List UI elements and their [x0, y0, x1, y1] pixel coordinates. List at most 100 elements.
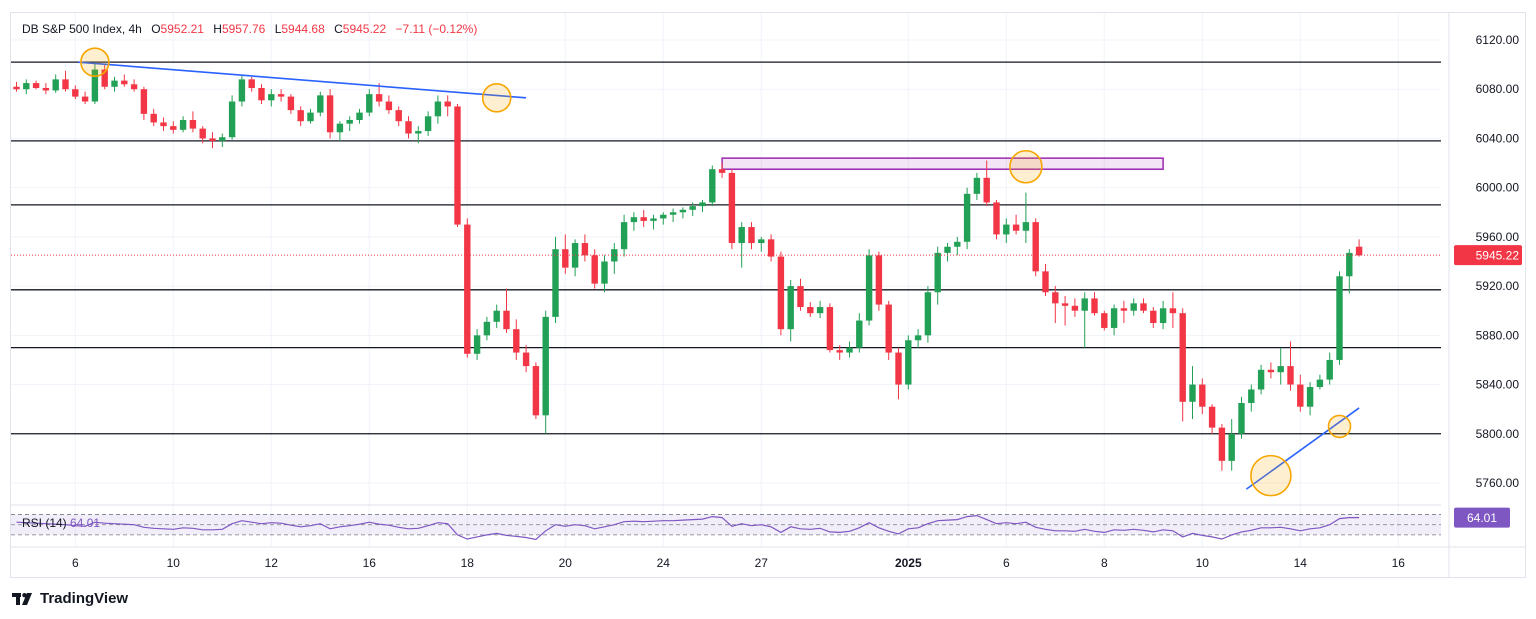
horizontal-levels: [11, 61, 1441, 435]
candle-body: [513, 329, 520, 353]
brand-name: TradingView: [40, 590, 129, 607]
candle-body: [111, 80, 118, 87]
candle-body: [993, 202, 1000, 235]
candle-body: [591, 255, 598, 284]
open-value: 5952.21: [160, 22, 204, 36]
candle-body: [1179, 313, 1186, 402]
candle-body: [954, 241, 961, 247]
low-label: L: [274, 22, 282, 36]
candle-body: [1346, 252, 1353, 277]
candle-body: [81, 96, 89, 102]
candle-body: [307, 112, 314, 122]
candle-body: [62, 79, 69, 90]
candle-body: [13, 86, 20, 90]
candle-body: [405, 121, 412, 134]
price-tick-label: 5840.00: [1476, 378, 1520, 392]
candle-body: [72, 89, 79, 97]
candle-body: [1228, 433, 1235, 461]
candle-body: [503, 310, 510, 330]
candle-body: [1120, 308, 1128, 311]
candle-body: [816, 307, 824, 314]
candle-body: [1218, 427, 1226, 461]
candle-body: [483, 321, 491, 336]
candle-body: [620, 222, 628, 250]
candle-body: [219, 137, 226, 141]
candle-body: [160, 122, 167, 127]
candle-body: [1248, 389, 1255, 404]
candle-body: [336, 123, 344, 133]
time-tick-label: 6: [1003, 556, 1010, 570]
candle-body: [356, 112, 363, 120]
candle-body: [454, 106, 461, 225]
candle-body: [699, 202, 706, 207]
candle-body: [209, 138, 216, 141]
rsi-pane: 64.01: [11, 504, 1510, 541]
candle-body: [777, 256, 785, 330]
candle-body: [1012, 224, 1020, 231]
time-tick-label: 20: [559, 556, 573, 570]
candle-body: [1169, 308, 1177, 314]
time-tick-label: 16: [1392, 556, 1406, 570]
candle-body: [1071, 305, 1079, 311]
candle-body: [601, 261, 608, 284]
candle-body: [1140, 303, 1147, 311]
candle-body: [121, 80, 128, 85]
tradingview-logo[interactable]: TradingView: [12, 590, 128, 607]
candle-body: [767, 239, 775, 257]
time-tick-label: 10: [167, 556, 181, 570]
change-value: −7.11 (−0.12%): [395, 22, 478, 36]
last-price-badge-text: 5945.22: [1476, 249, 1520, 263]
candle-body: [170, 126, 177, 130]
candle-body: [366, 94, 373, 113]
low-value: 5944.68: [281, 22, 325, 36]
candle-body: [846, 347, 853, 353]
candle-body: [1355, 246, 1363, 256]
candle-body: [248, 79, 255, 88]
price-tick-label: 5960.00: [1476, 230, 1520, 244]
candle-body: [689, 206, 696, 210]
candle-body: [277, 94, 285, 97]
symbol-title[interactable]: DB S&P 500 Index, 4h: [22, 22, 142, 36]
high-value: 5957.76: [221, 22, 266, 36]
candle-body: [228, 101, 236, 138]
trendlines: [78, 61, 1360, 490]
candle-body: [258, 87, 265, 101]
candle-body: [52, 79, 59, 91]
candle-body: [1101, 313, 1108, 328]
candle-body: [1297, 384, 1304, 407]
candle-body: [1316, 379, 1324, 388]
candle-body: [748, 227, 755, 244]
candle-body: [797, 286, 804, 308]
resistance-zone-box: [721, 157, 1164, 170]
candle-body: [1052, 292, 1059, 304]
candle-body: [1326, 359, 1333, 380]
candle-body: [856, 320, 863, 348]
highlight-circle: [481, 83, 512, 113]
candle-body: [650, 218, 657, 221]
candle-body: [836, 350, 843, 353]
candle-body: [1003, 224, 1010, 235]
chart-frame: [10, 12, 1526, 578]
candle-body: [1110, 308, 1118, 328]
candle-body: [238, 79, 246, 102]
candle-body: [1238, 403, 1245, 434]
candle-body: [630, 217, 638, 223]
time-tick-label: 16: [363, 556, 377, 570]
highlight-circle: [1327, 414, 1352, 439]
candle-body: [807, 307, 814, 314]
close-label: C: [334, 22, 343, 36]
rsi-legend[interactable]: RSI (14) 64.01: [22, 516, 100, 530]
close-value: 5945.22: [342, 22, 387, 36]
candle-body: [32, 83, 40, 88]
candle-body: [444, 101, 451, 107]
candle-body: [395, 110, 402, 122]
time-tick-label: 14: [1294, 556, 1308, 570]
time-tick-label: 24: [657, 556, 671, 570]
open-label: O: [151, 22, 161, 36]
time-tick-label: 27: [755, 556, 769, 570]
candle-body: [1208, 406, 1216, 428]
candle-body: [718, 169, 726, 173]
candle-body: [385, 101, 393, 111]
price-tick-label: 5880.00: [1476, 328, 1520, 342]
